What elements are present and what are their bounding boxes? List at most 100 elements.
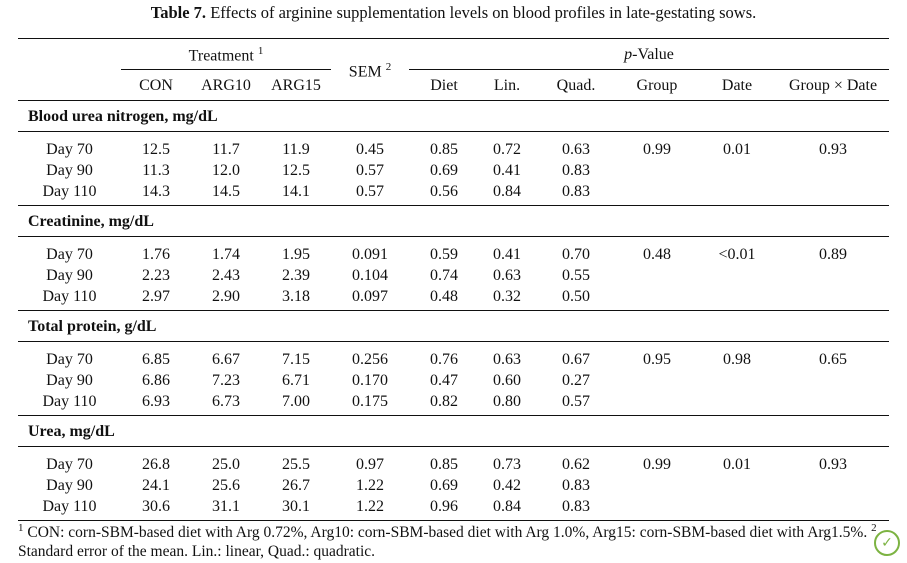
table-cell: 6.93 — [142, 393, 170, 410]
table-cell: 0.97 — [356, 456, 384, 473]
table-cell: 0.56 — [430, 183, 458, 200]
data-table: Treatment 1 SEM 2 p-Value CON ARG10 ARG1… — [18, 38, 889, 521]
table-row: Day 70 1.76 1.74 1.95 0.091 0.59 0.41 0.70 0.48 <… — [18, 237, 889, 266]
col-header: ARG10 — [191, 69, 261, 101]
table-cell: 1.22 — [356, 498, 384, 515]
table-cell: 0.48 — [430, 288, 458, 305]
table-cell: 0.76 — [430, 351, 458, 368]
table-cell: 0.104 — [352, 267, 388, 284]
table-cell — [777, 160, 889, 181]
treatment-header: Treatment 1 — [121, 38, 331, 70]
table-cell: 0.83 — [562, 498, 590, 515]
table-cell — [697, 181, 777, 206]
table-cell: 0.85 — [430, 141, 458, 158]
table-row: Day 70 6.85 6.67 7.15 0.256 0.76 0.63 0.67 0.95 0… — [18, 342, 889, 371]
table-cell: 0.48 — [643, 246, 671, 263]
table-cell: 0.175 — [352, 393, 388, 410]
table-row: Day 110 2.97 2.90 3.18 0.097 0.48 0.32 0.50 — [18, 286, 889, 311]
row-label: Day 110 — [42, 183, 97, 200]
table-cell: 0.45 — [356, 141, 384, 158]
table-cell — [777, 391, 889, 416]
table-cell — [617, 181, 697, 206]
table-cell: 0.67 — [562, 351, 590, 368]
row-label: Day 90 — [46, 477, 93, 494]
section-title: Blood urea nitrogen, mg/dL — [18, 100, 889, 132]
row-label: Day 90 — [46, 372, 93, 389]
table-cell: 0.63 — [493, 267, 521, 284]
table-row: Day 90 11.3 12.0 12.5 0.57 0.69 0.41 0.83 — [18, 160, 889, 181]
table-cell: 12.0 — [212, 162, 240, 179]
table-row: Day 110 14.3 14.5 14.1 0.57 0.56 0.84 0.83 — [18, 181, 889, 206]
table-cell: 0.55 — [562, 267, 590, 284]
row-label: Day 70 — [46, 351, 93, 368]
table-cell: 6.86 — [142, 372, 170, 389]
table-cell — [777, 475, 889, 496]
mdpi-leaf-icon: ✓ — [874, 530, 900, 556]
table-cell — [697, 160, 777, 181]
table-cell — [617, 475, 697, 496]
table-caption: Table 7. Effects of arginine supplementa… — [0, 3, 907, 23]
table-cell: 0.091 — [352, 246, 388, 263]
table-cell: 0.72 — [493, 141, 521, 158]
table-cell: 0.73 — [493, 456, 521, 473]
table-cell: 31.1 — [212, 498, 240, 515]
table-cell: 0.82 — [430, 393, 458, 410]
table-cell: 7.23 — [212, 372, 240, 389]
table-cell: 6.71 — [282, 372, 310, 389]
table-cell: 0.70 — [562, 246, 590, 263]
table-cell: 0.84 — [493, 498, 521, 515]
table-cell: 0.57 — [356, 162, 384, 179]
table-cell: 0.57 — [356, 183, 384, 200]
table-cell: 0.27 — [562, 372, 590, 389]
table-cell: 12.5 — [282, 162, 310, 179]
col-header: ARG15 — [261, 69, 331, 101]
table-cell: 0.41 — [493, 162, 521, 179]
table-cell — [777, 496, 889, 521]
table-cell: 14.5 — [212, 183, 240, 200]
table-cell — [617, 391, 697, 416]
table-cell: 6.73 — [212, 393, 240, 410]
table-cell: 0.85 — [430, 456, 458, 473]
table-cell: 0.84 — [493, 183, 521, 200]
table-cell: 0.41 — [493, 246, 521, 263]
table-cell: 0.63 — [562, 141, 590, 158]
table-cell — [697, 391, 777, 416]
table-cell: 30.1 — [282, 498, 310, 515]
row-label: Day 110 — [42, 288, 97, 305]
row-label: Day 70 — [46, 456, 93, 473]
table-row: Day 70 12.5 11.7 11.9 0.45 0.85 0.72 0.63 0.99 0.… — [18, 132, 889, 161]
table-cell — [777, 265, 889, 286]
table-cell: 11.7 — [212, 141, 240, 158]
table-cell: 0.99 — [643, 456, 671, 473]
row-label: Day 90 — [46, 162, 93, 179]
table-cell — [697, 496, 777, 521]
section-title: Total protein, g/dL — [18, 310, 889, 342]
table-cell: 0.256 — [352, 351, 388, 368]
table-cell: 0.01 — [723, 456, 751, 473]
table-cell: 0.83 — [562, 162, 590, 179]
table-cell — [617, 370, 697, 391]
table-cell: 0.69 — [430, 477, 458, 494]
row-label: Day 110 — [42, 498, 97, 515]
table-cell: 0.60 — [493, 372, 521, 389]
table-row: Day 90 24.1 25.6 26.7 1.22 0.69 0.42 0.83 — [18, 475, 889, 496]
col-header: CON — [121, 69, 191, 101]
col-header: Quad. — [535, 69, 617, 101]
table-cell: 2.97 — [142, 288, 170, 305]
table-cell — [697, 475, 777, 496]
table-row: Day 70 26.8 25.0 25.5 0.97 0.85 0.73 0.62 0.99 0.… — [18, 447, 889, 476]
section-header-row: Urea, mg/dL — [18, 415, 889, 447]
table-cell: 25.0 — [212, 456, 240, 473]
table-cell: 2.39 — [282, 267, 310, 284]
table-cell: 0.62 — [562, 456, 590, 473]
table-cell: 0.99 — [643, 141, 671, 158]
table-cell: 2.23 — [142, 267, 170, 284]
table-cell: 0.32 — [493, 288, 521, 305]
table-cell — [777, 286, 889, 311]
table-row: Day 90 6.86 7.23 6.71 0.170 0.47 0.60 0.27 — [18, 370, 889, 391]
table-cell: 11.9 — [282, 141, 310, 158]
table-cell: 0.50 — [562, 288, 590, 305]
table-cell: 0.80 — [493, 393, 521, 410]
table-cell: 2.43 — [212, 267, 240, 284]
table-cell: 1.95 — [282, 246, 310, 263]
